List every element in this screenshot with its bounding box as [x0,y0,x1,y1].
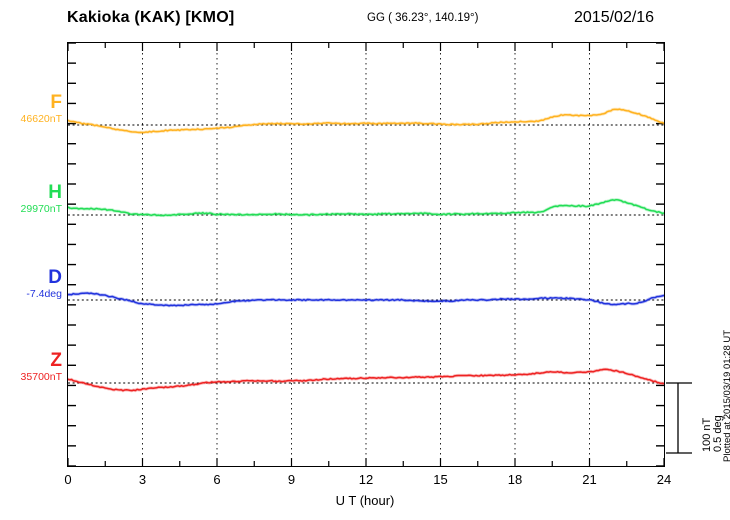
component-baseline-z: 35700nT [20,371,62,383]
x-tick-21: 21 [582,472,597,487]
component-symbol-f: F [50,92,62,113]
x-tick-6: 6 [213,472,221,487]
component-label-h: H 29970nT [0,183,62,216]
component-baseline-h: 29970nT [20,203,62,215]
component-symbol-z: Z [50,350,62,371]
plot-frame [67,42,665,467]
component-symbol-h: H [48,182,62,203]
component-symbol-d: D [48,267,62,288]
component-baseline-d: -7.4deg [26,288,62,300]
x-tick-3: 3 [138,472,147,487]
plotted-at-stamp: Plotted at 2015/03/19 01:28 UT [722,329,730,462]
x-tick-15: 15 [433,472,448,487]
page-title: Kakioka (KAK) [KMO] [67,9,235,26]
component-baseline-f: 46620nT [20,113,62,125]
x-tick-12: 12 [358,472,374,487]
scale-bar [666,382,692,454]
observation-date: 2015/02/16 [574,9,655,26]
component-label-z: Z 35700nT [0,351,62,384]
magnetogram-traces [68,43,664,466]
component-label-f: F 46620nT [0,93,62,126]
x-tick-24: 24 [656,472,672,487]
geographic-coordinates: GG ( 36.23°, 140.19°) [367,12,479,24]
x-axis-title: U T (hour) [335,493,395,508]
x-tick-18: 18 [507,472,523,487]
component-label-d: D -7.4deg [0,268,62,301]
x-tick-0: 0 [64,472,72,487]
x-tick-9: 9 [287,472,296,487]
